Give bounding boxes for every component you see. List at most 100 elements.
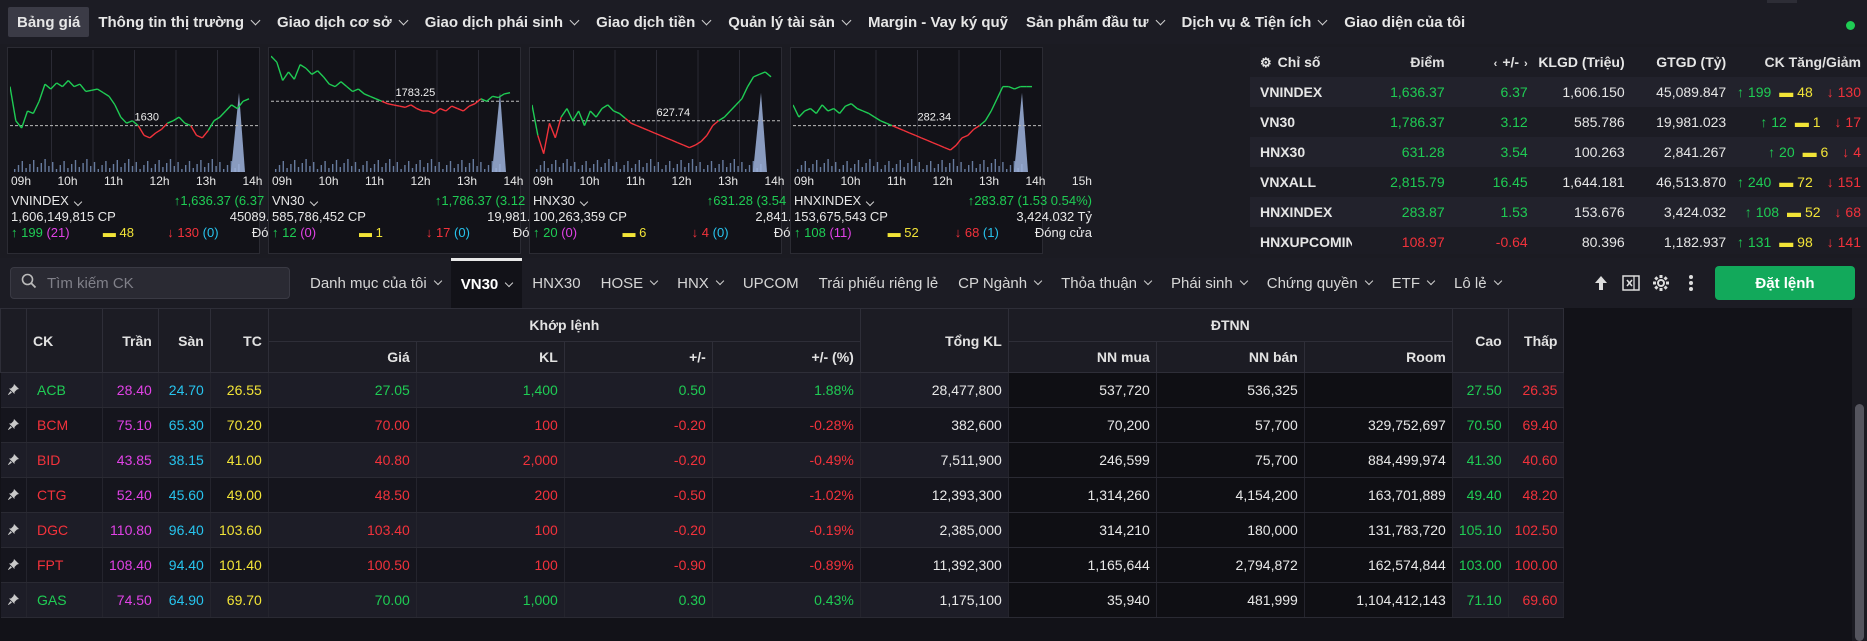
index-row-vnxall[interactable]: VNXALL 2,815.79 16.45 1,644.181 46,513.870 ↑ … (1250, 167, 1867, 197)
nav-item-0[interactable]: Bảng giá (8, 7, 90, 37)
search-box[interactable] (10, 267, 290, 299)
cell-symbol[interactable]: GAS (26, 582, 103, 618)
table-row[interactable]: CTG 52.40 45.60 49.00 48.50 200 -0.50 -1.02% 12,… (0, 477, 1565, 513)
card-index-name[interactable]: HNXINDEX (794, 193, 875, 208)
pin-icon[interactable] (0, 407, 27, 443)
nav-item-9[interactable]: Giao diện của tôi (1335, 7, 1474, 37)
connection-status-dot (1846, 21, 1855, 30)
cell-symbol[interactable]: FPT (26, 547, 103, 583)
volume-bar (691, 159, 694, 172)
index-summary-table: ⚙ Chỉ số Điểm ‹ +/- › KLGD (Triệu) GTGD (Tỷ… (1250, 47, 1867, 254)
volume-bar (684, 167, 686, 172)
volume-bar (305, 159, 307, 172)
volume-bar (816, 160, 818, 172)
pin-icon[interactable] (0, 512, 27, 548)
gear-icon[interactable]: ⚙ (1260, 54, 1272, 70)
table-row[interactable]: FPT 108.40 94.40 101.40 100.50 100 -0.90 -0.89%… (0, 547, 1565, 583)
nav-item-2[interactable]: Giao dịch cơ sở (268, 7, 416, 37)
volume-bar (873, 166, 875, 172)
vertical-scrollbar[interactable] (1852, 308, 1867, 641)
tab-6[interactable]: Trái phiếu riêng lẻ (809, 258, 949, 308)
card-index-name[interactable]: HNX30 (533, 193, 589, 208)
index-row-hnxindex[interactable]: HNXINDEX 283.87 1.53 153.676 3,424.032 ↑ 108 ▬… (1250, 197, 1867, 227)
cell-symbol[interactable]: BID (26, 442, 103, 478)
tab-0[interactable]: Danh mục của tôi (300, 258, 451, 308)
table-row[interactable]: GAS 74.50 64.90 69.70 70.00 1,000 0.30 0.43% 1,1… (0, 582, 1565, 618)
table-row[interactable]: BID 43.85 38.15 41.00 40.80 2,000 -0.20 -0.49% 7… (0, 442, 1565, 478)
cell-ceiling: 75.10 (102, 407, 159, 443)
table-row[interactable]: BCM 75.10 65.30 70.20 70.00 100 -0.20 -0.28% 382… (0, 407, 1565, 443)
tab-12[interactable]: Lô lẻ (1444, 258, 1511, 308)
excel-export-icon[interactable] (1616, 268, 1646, 298)
tab-9[interactable]: Phái sinh (1161, 258, 1257, 308)
price-segment (915, 134, 922, 139)
cell-symbol[interactable]: DGC (26, 512, 103, 548)
volume-bar (612, 166, 614, 172)
nav-item-1[interactable]: Thông tin thị trường (89, 7, 268, 37)
more-vertical-icon[interactable] (1676, 268, 1706, 298)
volume-bar (434, 166, 436, 172)
volume-bar (857, 160, 860, 172)
cell-match-price: 100.50 (268, 547, 417, 583)
tab-10[interactable]: Chứng quyền (1257, 258, 1382, 308)
index-card-hnxindex[interactable]: 282.34 09h 10h 11h 12h 13h 14h 15h HNXINDEX ↑283.… (790, 47, 1092, 254)
nav-item-4[interactable]: Giao dịch tiền (587, 7, 719, 37)
header-thap: Thấp (1507, 308, 1565, 373)
index-card-vn30[interactable]: 1783.2509h10h11h12h13h14h15hVN30↑1,786.3… (268, 47, 570, 254)
pin-icon[interactable] (0, 477, 27, 513)
volume-bar (116, 160, 118, 172)
tab-7[interactable]: CP Ngành (948, 258, 1051, 308)
volume-bar (975, 168, 977, 172)
advancers-count: 12 (282, 225, 297, 240)
card-index-name[interactable]: VNINDEX (11, 193, 83, 208)
floor-count: (0) (199, 225, 219, 240)
tab-4[interactable]: HNX (667, 258, 733, 308)
cell-symbol[interactable]: CTG (26, 477, 103, 513)
table-row[interactable]: ACB 28.40 24.70 26.55 27.05 1,400 0.50 1.88% 28,… (0, 372, 1565, 408)
tab-5[interactable]: UPCOM (733, 258, 809, 308)
top-edge-tab (1767, 0, 1797, 3)
index-row-hnx30[interactable]: HNX30 631.28 3.54 100.263 2,841.267 ↑ 20 ▬ 6 ↓ … (1250, 137, 1867, 167)
cell-symbol[interactable]: BCM (26, 407, 103, 443)
index-row-hnxupcomindex[interactable]: HNXUPCOMINDEX108.97-0.6480.3961,182.937↑… (1250, 227, 1867, 257)
index-card-vnindex[interactable]: 163009h10h11h12h13h14h15hVNINDEX↑1,636.3… (7, 47, 309, 254)
pin-icon[interactable] (0, 372, 27, 408)
tab-3[interactable]: HOSE (591, 258, 668, 308)
tab-1[interactable]: VN30 (450, 258, 523, 308)
search-input[interactable] (47, 274, 267, 292)
nav-item-7[interactable]: Sản phẩm đầu tư (1017, 7, 1173, 37)
place-order-button[interactable]: Đặt lệnh (1715, 266, 1855, 300)
price-segment (566, 108, 574, 122)
tab-2[interactable]: HNX30 (522, 258, 590, 308)
price-segment (357, 88, 365, 95)
index-row-vn30[interactable]: VN30 1,786.37 3.12 585.786 19,981.023 ↑ 12 ▬ 1… (1250, 107, 1867, 137)
unchanged-count: 1 (375, 225, 383, 240)
nav-item-8[interactable]: Dịch vụ & Tiện ích (1173, 7, 1336, 37)
arrow-up-icon[interactable] (1586, 268, 1616, 298)
pin-icon[interactable] (0, 442, 27, 478)
nav-item-3[interactable]: Giao dịch phái sinh (416, 7, 587, 37)
unchanged: ▬ 6 (622, 225, 646, 240)
index-card-hnx30[interactable]: 627.7409h10h11h12h13h14h15hHNX30↑631.28 … (529, 47, 831, 254)
price-segment (548, 122, 556, 139)
card-index-name[interactable]: VN30 (272, 193, 318, 208)
header-pm[interactable]: ‹ +/- › (1445, 54, 1528, 70)
cell-reference: 69.70 (210, 582, 269, 618)
arrow-up-icon: ↑ (1768, 144, 1780, 160)
cell-symbol[interactable]: ACB (26, 372, 103, 408)
nav-item-6[interactable]: Margin - Vay ký quỹ (859, 7, 1017, 37)
volume-bar (362, 165, 364, 172)
table-row[interactable]: DGC 110.80 96.40 103.60 103.40 100 -0.20 -0.19%… (0, 512, 1565, 548)
nav-item-5[interactable]: Quản lý tài sản (719, 7, 859, 37)
tab-11[interactable]: ETF (1382, 258, 1444, 308)
pin-icon[interactable] (0, 547, 27, 583)
settings-gear-icon[interactable] (1646, 268, 1676, 298)
volume-bar (642, 167, 644, 172)
tab-8[interactable]: Thỏa thuận (1051, 258, 1161, 308)
volume-bar (286, 168, 288, 172)
scrollbar-thumb[interactable] (1855, 404, 1864, 641)
pin-icon[interactable] (0, 582, 27, 618)
index-row-vnindex[interactable]: VNINDEX 1,636.37 6.37 1,606.150 45,089.847 ↑ … (1250, 77, 1867, 107)
